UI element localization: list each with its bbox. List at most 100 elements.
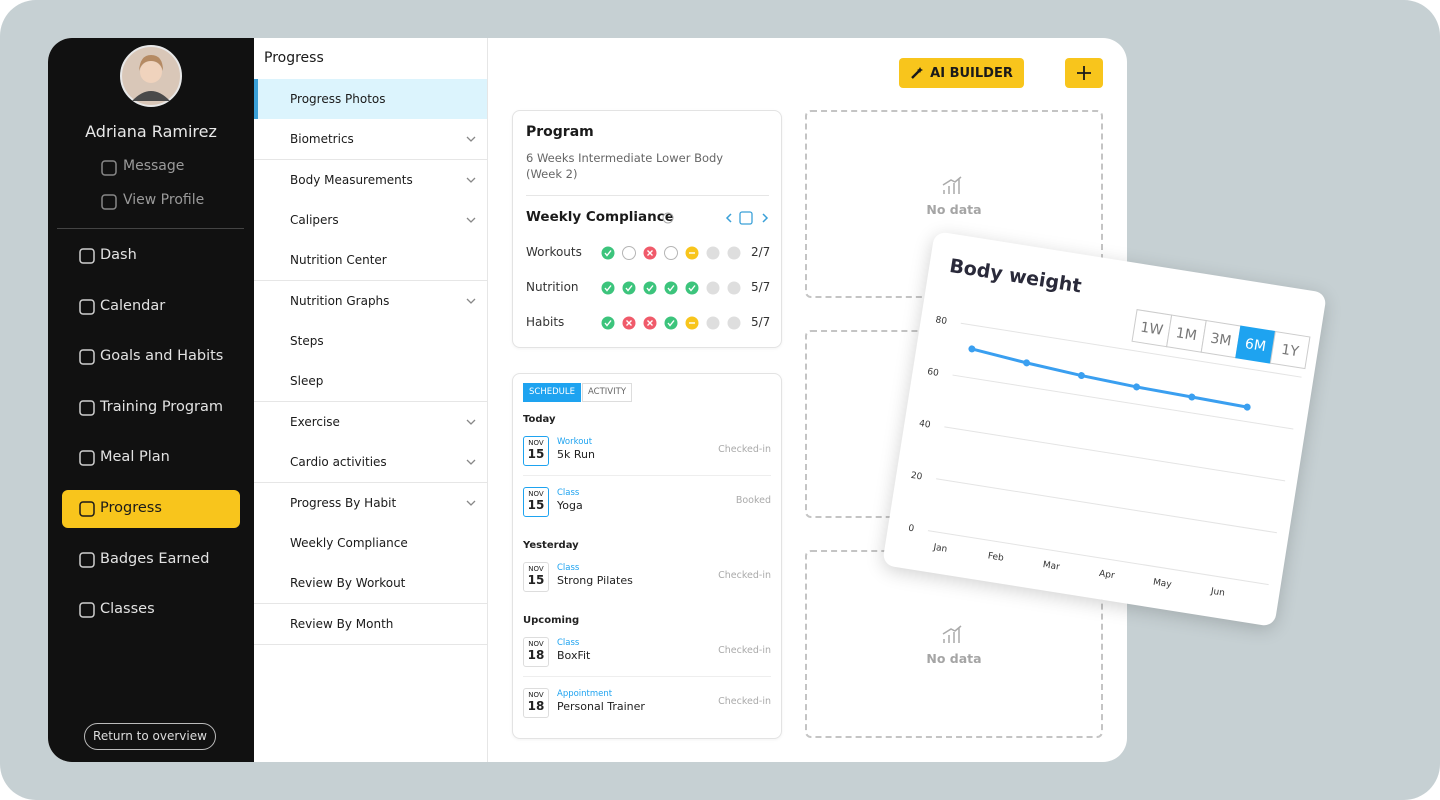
nav-label: Progress bbox=[100, 500, 162, 516]
event-type: Class bbox=[557, 638, 580, 648]
schedule-tab[interactable]: ACTIVITY bbox=[582, 383, 633, 402]
nav-item[interactable]: Goals and Habits bbox=[62, 338, 240, 376]
icon-shape bbox=[79, 501, 95, 517]
nav-item[interactable]: Training Program bbox=[62, 389, 240, 427]
chart-card: Body weight 1W 1M 3M 6M 1Y 0 20 40 60 80 Jan Feb Mar A… bbox=[882, 231, 1327, 627]
nav-icon bbox=[79, 349, 95, 365]
submenu-label: Review By Month bbox=[290, 616, 394, 631]
icon-shape bbox=[79, 248, 95, 264]
date-badge: NOV 18 bbox=[523, 637, 549, 667]
range-label: 1W bbox=[1139, 319, 1164, 338]
schedule-tab[interactable]: SCHEDULE bbox=[523, 383, 581, 402]
weight-point bbox=[968, 345, 976, 353]
submenu-item[interactable]: Biometrics bbox=[254, 119, 487, 161]
compliance-days bbox=[601, 246, 741, 260]
profile-link[interactable]: Message bbox=[123, 158, 185, 174]
ai-builder-button[interactable]: AI BUILDER bbox=[899, 58, 1024, 88]
add-button[interactable] bbox=[1065, 58, 1103, 88]
nav-item[interactable]: Dash bbox=[62, 237, 240, 275]
chevron-shape bbox=[466, 500, 476, 506]
schedule-card bbox=[512, 373, 782, 739]
date-day: 18 bbox=[527, 648, 545, 662]
event-status: Checked-in bbox=[718, 570, 771, 581]
submenu-item[interactable]: Body Measurements bbox=[254, 159, 487, 201]
submenu-item[interactable]: Calipers bbox=[254, 200, 487, 242]
nav-item[interactable]: Badges Earned bbox=[62, 541, 240, 579]
x-tick-label: Feb bbox=[987, 551, 1005, 563]
submenu-item[interactable]: Progress Photos bbox=[254, 79, 487, 120]
nav-icon bbox=[79, 450, 95, 467]
return-button[interactable]: Return to overview bbox=[84, 723, 216, 750]
divider bbox=[526, 195, 769, 196]
weight-point bbox=[1243, 403, 1251, 411]
chevron bbox=[466, 500, 476, 506]
day-status bbox=[706, 316, 720, 330]
icon-shape bbox=[79, 602, 95, 618]
compliance-label: Workouts bbox=[526, 245, 582, 259]
range-label: 3M bbox=[1209, 331, 1232, 350]
prev-arrow bbox=[725, 213, 732, 223]
compliance-title: Weekly Compliance bbox=[526, 209, 674, 225]
group-title: Today bbox=[523, 414, 556, 425]
divider bbox=[57, 228, 244, 229]
event-type: Class bbox=[557, 488, 580, 498]
body-weight-chart: Body weight 1W 1M 3M 6M 1Y 0 20 40 60 80 Jan Feb Mar A… bbox=[907, 255, 1311, 599]
range-button[interactable] bbox=[1269, 330, 1311, 370]
nav-item[interactable]: Progress bbox=[62, 490, 240, 528]
day-status bbox=[643, 281, 657, 295]
submenu-item[interactable]: Progress By Habit bbox=[254, 482, 487, 524]
check-mark bbox=[604, 320, 612, 327]
day-status bbox=[727, 281, 741, 295]
day-status bbox=[622, 246, 636, 260]
nav-item[interactable]: Calendar bbox=[62, 288, 240, 326]
submenu-item[interactable]: Weekly Compliance bbox=[254, 522, 487, 564]
compliance-label: Habits bbox=[526, 315, 565, 329]
x-tick-label: Mar bbox=[1042, 560, 1061, 573]
nav-item[interactable]: Classes bbox=[62, 591, 240, 629]
nav-icon bbox=[79, 400, 95, 416]
day-status bbox=[664, 246, 678, 260]
y-tick-label: 80 bbox=[935, 315, 948, 327]
submenu-item[interactable]: Cardio activities bbox=[254, 442, 487, 484]
chevron bbox=[466, 136, 476, 143]
submenu-item[interactable]: Sleep bbox=[254, 361, 487, 403]
compliance-days bbox=[601, 316, 741, 330]
nav-item[interactable]: Meal Plan bbox=[62, 439, 240, 477]
x-tick-label: Apr bbox=[1098, 569, 1115, 581]
check-mark bbox=[625, 285, 633, 292]
chevron bbox=[466, 217, 476, 223]
chevron-shape bbox=[466, 298, 476, 304]
submenu-item[interactable]: Nutrition Graphs bbox=[254, 280, 487, 322]
x-tick-label: Jun bbox=[1209, 587, 1225, 599]
no-data-label: No data bbox=[926, 202, 982, 217]
ai-builder-label: AI BUILDER bbox=[930, 65, 1013, 81]
no-data-icon bbox=[942, 176, 962, 194]
submenu-label: Calipers bbox=[290, 213, 339, 228]
weight-point bbox=[1188, 393, 1196, 401]
x-tick-label: May bbox=[1152, 578, 1173, 591]
chevron bbox=[466, 298, 476, 304]
day-status bbox=[727, 246, 741, 260]
compliance-score: 5/7 bbox=[751, 280, 771, 294]
next-arrow bbox=[762, 213, 769, 223]
submenu-item[interactable]: Exercise bbox=[254, 401, 487, 443]
submenu-item[interactable]: Nutrition Center bbox=[254, 240, 487, 282]
plus-icon bbox=[1077, 66, 1091, 80]
event-status: Checked-in bbox=[718, 645, 771, 656]
submenu-item[interactable]: Steps bbox=[254, 321, 487, 363]
y-tick-label: 60 bbox=[926, 367, 939, 379]
chevron-shape bbox=[466, 177, 476, 183]
profile-link[interactable]: View Profile bbox=[123, 192, 205, 208]
weight-line bbox=[971, 347, 1248, 409]
submenu-item[interactable]: Review By Month bbox=[254, 603, 487, 645]
submenu-item[interactable]: Review By Workout bbox=[254, 563, 487, 605]
program-name: 6 Weeks Intermediate Lower Body (Week 2) bbox=[526, 151, 724, 181]
event-type: Workout bbox=[557, 437, 593, 447]
nav-icon bbox=[79, 501, 95, 517]
submenu: Progress Progress Photos Biometrics Body Me… bbox=[254, 38, 488, 762]
link-icon bbox=[101, 160, 117, 176]
submenu-label: Steps bbox=[290, 334, 324, 349]
compliance-score: 2/7 bbox=[751, 245, 771, 259]
date-badge: NOV 15 bbox=[523, 436, 549, 466]
